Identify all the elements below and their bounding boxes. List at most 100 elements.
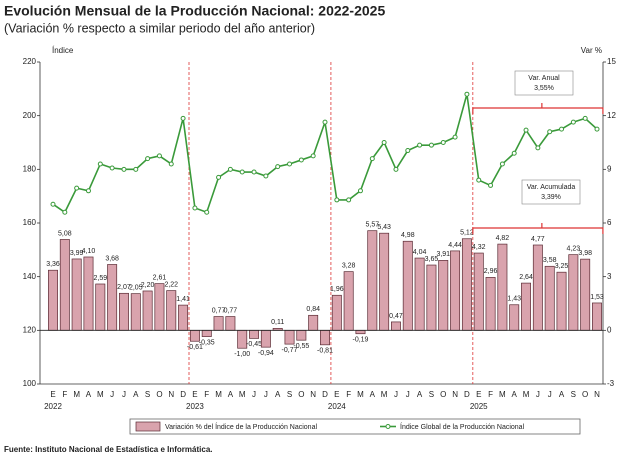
source: Fuente: Instituto Nacional de Estadístic… <box>4 445 212 454</box>
x-tick-label: M <box>523 390 530 399</box>
legend-swatch <box>135 421 161 432</box>
line-marker <box>452 134 458 140</box>
bar-value-label: 0,77 <box>212 307 226 314</box>
bar <box>485 277 496 331</box>
bar-value-label: -0,81 <box>317 348 333 355</box>
y2-tick-label: 9 <box>607 164 612 173</box>
y2-tick-label: 15 <box>607 57 616 66</box>
line-marker <box>85 188 91 194</box>
line-marker <box>369 156 375 162</box>
x-tick-label: N <box>452 390 458 399</box>
bar-value-label: 5,57 <box>365 222 379 229</box>
bar-value-label: 3,91 <box>436 251 450 258</box>
bar-value-label: 0,11 <box>271 319 284 326</box>
bar <box>59 239 70 331</box>
y2-tick-label: -3 <box>607 379 615 388</box>
line-marker <box>74 185 80 191</box>
line-marker <box>346 197 352 203</box>
bar <box>532 244 543 331</box>
bar-value-label: 3,28 <box>342 263 356 270</box>
x-tick-label: A <box>275 390 281 399</box>
y-axis-label: Índice <box>52 46 74 55</box>
legend-swatch <box>385 424 391 429</box>
x-tick-label: S <box>287 390 292 399</box>
bar-value-label: -0,61 <box>187 344 203 351</box>
line-marker <box>97 161 103 167</box>
line-marker <box>133 166 139 172</box>
bar-value-label: 2,05 <box>129 285 143 292</box>
y2-tick-label: 12 <box>607 111 616 120</box>
line-marker <box>523 127 529 133</box>
bar <box>592 302 602 331</box>
line-marker <box>227 166 233 172</box>
y-tick-label: 100 <box>23 379 37 388</box>
annotation-bracket <box>472 103 604 114</box>
chart-subtitle: (Variación % respecto a similar periodo … <box>4 21 315 35</box>
x-tick-label: F <box>346 390 351 399</box>
bar <box>367 230 378 331</box>
bar-value-label: 3,99 <box>70 250 84 257</box>
line-marker <box>298 157 304 163</box>
y-tick-label: 180 <box>23 164 37 173</box>
bar-value-label: 3,25 <box>555 263 569 270</box>
bar-value-label: 2,64 <box>519 274 533 281</box>
x-tick-label: A <box>228 390 234 399</box>
bar <box>580 258 591 331</box>
bar-value-label: 4,10 <box>82 248 96 255</box>
x-tick-label: S <box>145 390 150 399</box>
bar <box>509 304 520 331</box>
bar-value-label: 2,61 <box>153 274 167 281</box>
bar-value-label: 5,08 <box>58 230 72 237</box>
bar-value-label: 5,12 <box>460 230 474 237</box>
bar-value-label: 1,96 <box>330 286 344 293</box>
annotation-value: 3,55% <box>534 85 554 92</box>
legend-box <box>129 418 581 435</box>
bar <box>166 290 177 331</box>
bar <box>260 329 271 348</box>
bar-value-label: 2,20 <box>141 282 155 289</box>
bar-value-label: 1,43 <box>507 296 521 303</box>
x-tick-label: A <box>370 390 376 399</box>
bar <box>473 252 484 331</box>
x-tick-label: A <box>417 390 423 399</box>
bar <box>568 254 579 331</box>
bar-value-label: 0,47 <box>389 313 403 320</box>
line-marker <box>322 119 328 125</box>
x-tick-label: D <box>464 390 470 399</box>
x-tick-label: O <box>298 390 304 399</box>
x-tick-label: M <box>357 390 364 399</box>
line-marker <box>488 182 494 188</box>
x-tick-label: J <box>394 390 398 399</box>
line-marker <box>464 91 470 97</box>
line-marker <box>570 119 576 125</box>
line-marker <box>476 177 482 183</box>
x-tick-label: M <box>97 390 104 399</box>
bar-value-label: 4,23 <box>567 246 581 253</box>
y2-axis-label: Var % <box>581 46 602 55</box>
y2-tick-label: 6 <box>607 218 612 227</box>
bar <box>296 329 307 341</box>
bar-value-label: 2,22 <box>164 281 178 288</box>
bar <box>225 316 236 331</box>
bar-value-label: 2,07 <box>117 284 131 291</box>
y2-tick-label: 0 <box>607 325 612 334</box>
annotation-label: Var. Acumulada <box>527 184 576 191</box>
line-marker <box>310 153 316 159</box>
x-tick-label: N <box>594 390 600 399</box>
line-marker <box>357 188 363 194</box>
line-marker <box>511 150 517 156</box>
x-tick-label: J <box>252 390 256 399</box>
bar <box>48 269 58 331</box>
bar <box>355 329 366 335</box>
line-marker <box>499 161 505 167</box>
bar <box>461 238 472 331</box>
bar <box>201 329 212 337</box>
line-marker <box>417 142 423 148</box>
bar <box>107 264 118 331</box>
annotation-label: Var. Anual <box>528 75 560 82</box>
bar <box>178 304 189 331</box>
bar-value-label: 4,32 <box>472 244 486 251</box>
x-tick-label: F <box>204 390 209 399</box>
bar <box>390 321 401 331</box>
